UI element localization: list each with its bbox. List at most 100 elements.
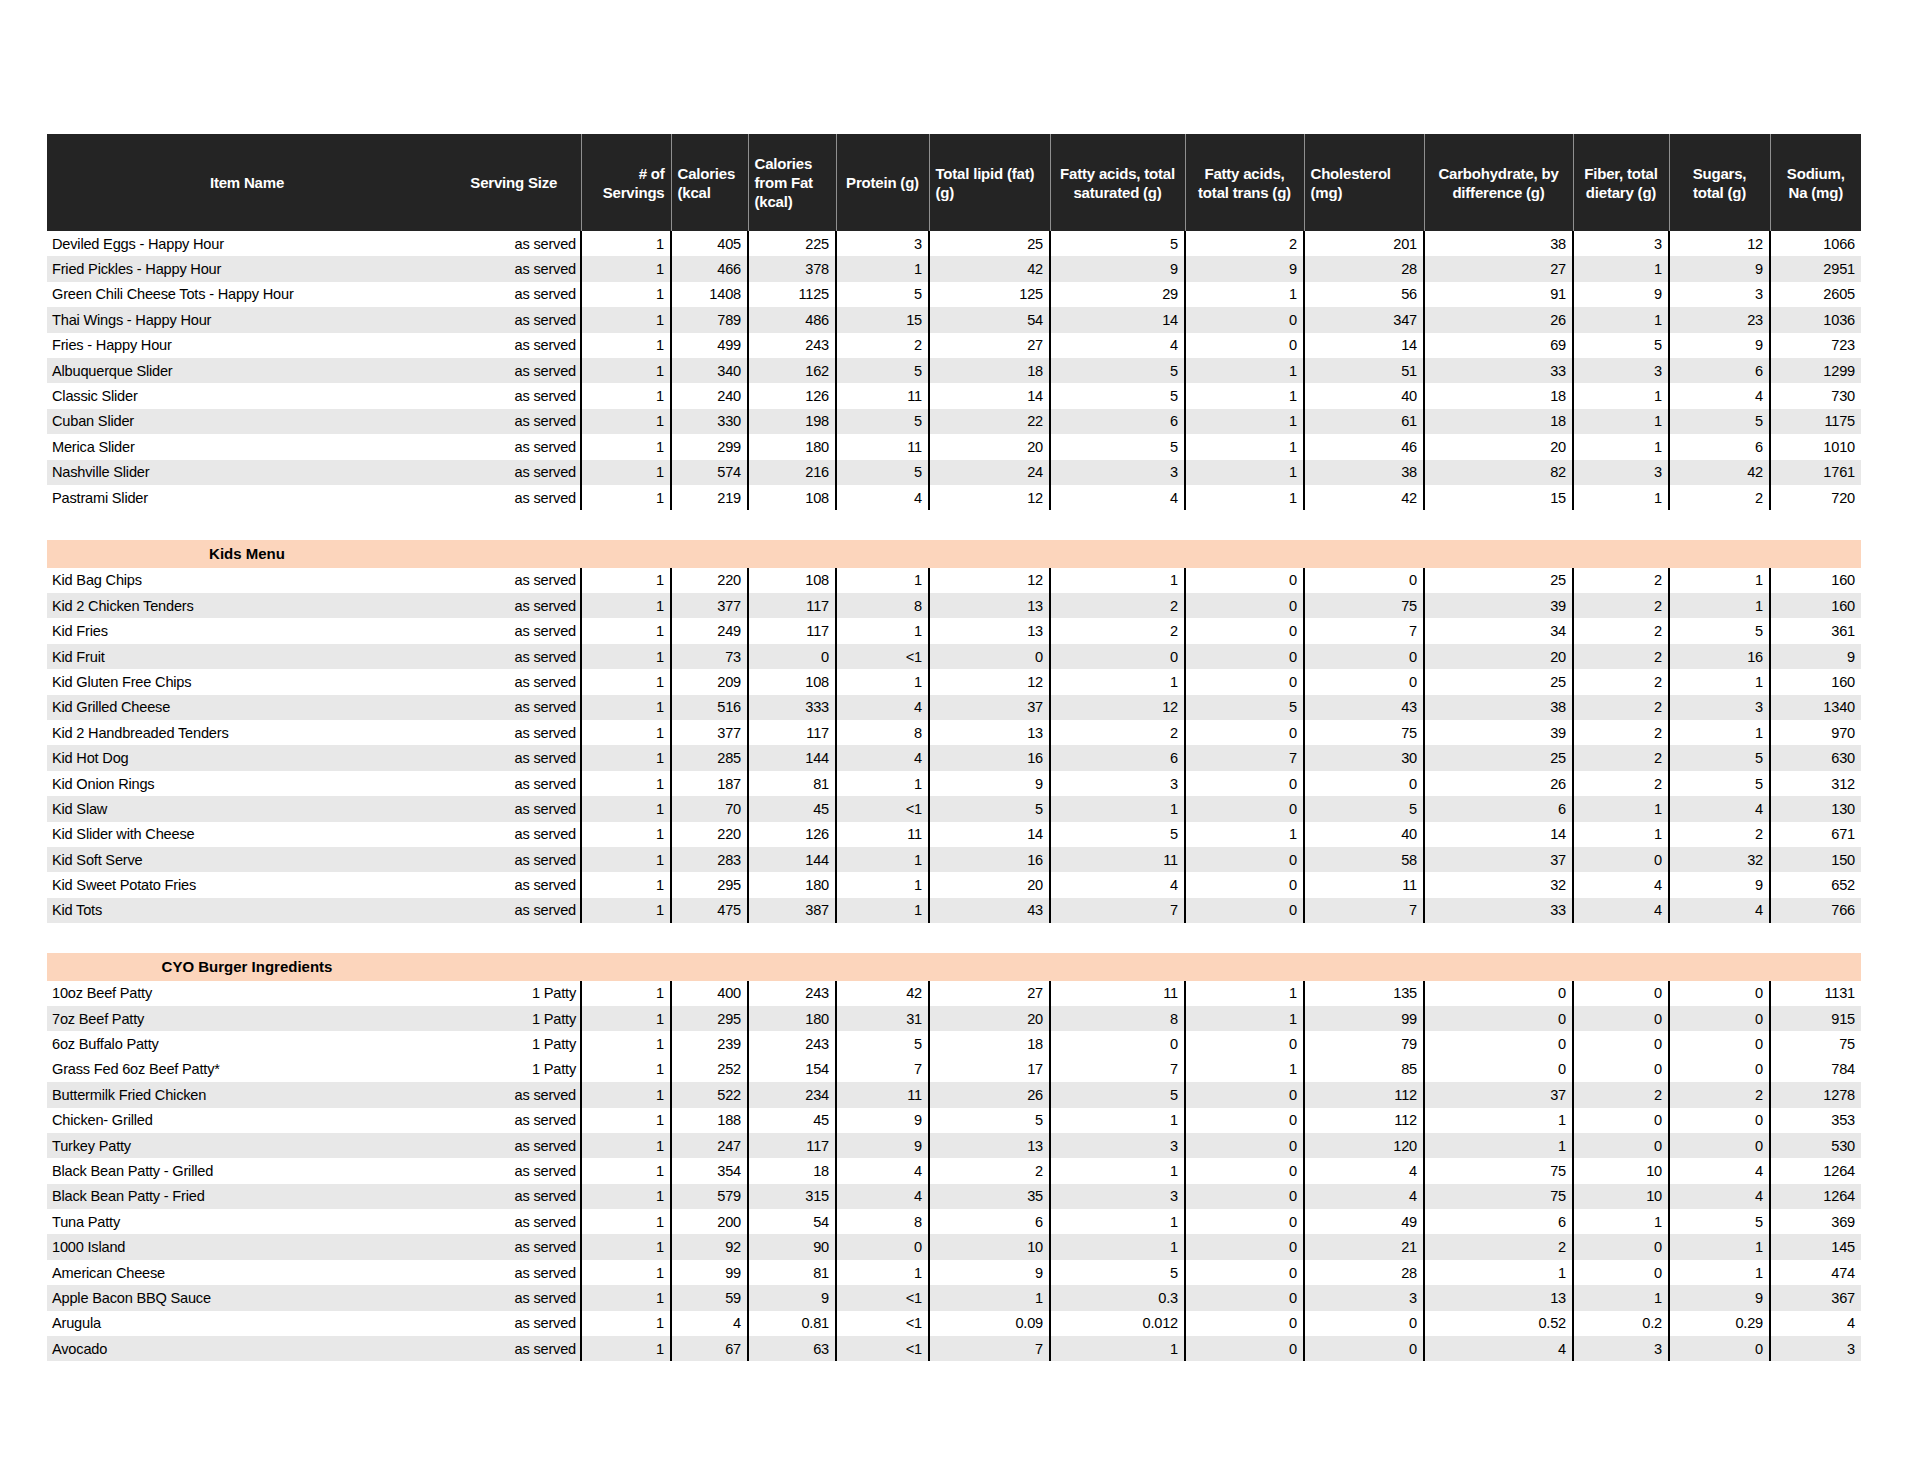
cell-fiber[interactable]: 1 xyxy=(1573,434,1669,459)
cell-sat_fat[interactable]: 3 xyxy=(1050,1133,1185,1158)
cell-sodium[interactable]: 1036 xyxy=(1770,307,1861,332)
cell-calories[interactable]: 252 xyxy=(671,1057,748,1082)
cell-serving_size[interactable]: as served xyxy=(447,307,581,332)
cell-sodium[interactable]: 474 xyxy=(1770,1260,1861,1285)
cell-calories[interactable]: 377 xyxy=(671,720,748,745)
cell-total_lipid[interactable]: 5 xyxy=(929,796,1050,821)
cell-protein[interactable]: 1 xyxy=(836,618,929,643)
cell-calories[interactable]: 220 xyxy=(671,568,748,593)
cell-sat_fat[interactable]: 5 xyxy=(1050,1082,1185,1107)
cell-sugars[interactable]: 0 xyxy=(1669,1108,1770,1133)
cell-total_lipid[interactable]: 9 xyxy=(929,1260,1050,1285)
cell-protein[interactable]: 42 xyxy=(836,981,929,1006)
cell-cholesterol[interactable]: 49 xyxy=(1304,1209,1424,1234)
cell-trans_fat[interactable]: 0 xyxy=(1185,1082,1304,1107)
cell-trans_fat[interactable]: 0 xyxy=(1185,618,1304,643)
cell-calories_from_fat[interactable]: 18 xyxy=(748,1158,836,1183)
cell-item[interactable]: Kid Sweet Potato Fries xyxy=(47,872,447,897)
cell-fiber[interactable]: 0 xyxy=(1573,1234,1669,1259)
cell-serving_size[interactable]: as served xyxy=(447,898,581,923)
cell-sodium[interactable]: 1175 xyxy=(1770,409,1861,434)
cell-sat_fat[interactable]: 0.3 xyxy=(1050,1285,1185,1310)
cell-servings[interactable]: 1 xyxy=(581,1260,671,1285)
cell-carbohydrate[interactable]: 13 xyxy=(1424,1285,1573,1310)
cell-calories_from_fat[interactable]: 378 xyxy=(748,256,836,281)
cell-servings[interactable]: 1 xyxy=(581,434,671,459)
cell-cholesterol[interactable]: 0 xyxy=(1304,1311,1424,1336)
cell-cholesterol[interactable]: 42 xyxy=(1304,485,1424,510)
cell-total_lipid[interactable]: 7 xyxy=(929,1336,1050,1361)
cell-servings[interactable]: 1 xyxy=(581,1311,671,1336)
cell-trans_fat[interactable]: 0 xyxy=(1185,669,1304,694)
cell-trans_fat[interactable]: 0 xyxy=(1185,1209,1304,1234)
cell-fiber[interactable]: 3 xyxy=(1573,358,1669,383)
cell-cholesterol[interactable]: 40 xyxy=(1304,383,1424,408)
cell-carbohydrate[interactable]: 0 xyxy=(1424,1006,1573,1031)
cell-protein[interactable]: 1 xyxy=(836,872,929,897)
cell-carbohydrate[interactable]: 1 xyxy=(1424,1133,1573,1158)
cell-serving_size[interactable]: as served xyxy=(447,720,581,745)
cell-serving_size[interactable]: as served xyxy=(447,669,581,694)
cell-calories[interactable]: 200 xyxy=(671,1209,748,1234)
cell-sodium[interactable]: 1264 xyxy=(1770,1158,1861,1183)
cell-sat_fat[interactable]: 5 xyxy=(1050,434,1185,459)
cell-sugars[interactable]: 16 xyxy=(1669,644,1770,669)
cell-carbohydrate[interactable]: 25 xyxy=(1424,568,1573,593)
cell-sodium[interactable]: 312 xyxy=(1770,771,1861,796)
cell-trans_fat[interactable]: 7 xyxy=(1185,745,1304,770)
cell-trans_fat[interactable]: 0 xyxy=(1185,796,1304,821)
cell-sat_fat[interactable]: 5 xyxy=(1050,358,1185,383)
cell-servings[interactable]: 1 xyxy=(581,409,671,434)
cell-calories_from_fat[interactable]: 117 xyxy=(748,720,836,745)
cell-fiber[interactable]: 4 xyxy=(1573,872,1669,897)
cell-calories[interactable]: 295 xyxy=(671,872,748,897)
cell-calories[interactable]: 340 xyxy=(671,358,748,383)
cell-item[interactable]: 10oz Beef Patty xyxy=(47,981,447,1006)
cell-sugars[interactable]: 5 xyxy=(1669,618,1770,643)
cell-protein[interactable]: 9 xyxy=(836,1108,929,1133)
cell-calories_from_fat[interactable]: 216 xyxy=(748,460,836,485)
cell-protein[interactable]: 8 xyxy=(836,593,929,618)
cell-trans_fat[interactable]: 0 xyxy=(1185,1031,1304,1056)
cell-servings[interactable]: 1 xyxy=(581,485,671,510)
cell-sat_fat[interactable]: 6 xyxy=(1050,409,1185,434)
cell-sodium[interactable]: 353 xyxy=(1770,1108,1861,1133)
cell-sugars[interactable]: 4 xyxy=(1669,383,1770,408)
header-protein[interactable]: Protein (g) xyxy=(836,134,929,231)
cell-trans_fat[interactable]: 0 xyxy=(1185,1260,1304,1285)
cell-carbohydrate[interactable]: 37 xyxy=(1424,847,1573,872)
cell-fiber[interactable]: 0 xyxy=(1573,1006,1669,1031)
cell-calories[interactable]: 516 xyxy=(671,695,748,720)
cell-trans_fat[interactable]: 1 xyxy=(1185,358,1304,383)
cell-cholesterol[interactable]: 0 xyxy=(1304,771,1424,796)
cell-item[interactable]: Kid Soft Serve xyxy=(47,847,447,872)
cell-cholesterol[interactable]: 112 xyxy=(1304,1108,1424,1133)
cell-servings[interactable]: 1 xyxy=(581,593,671,618)
cell-item[interactable]: Green Chili Cheese Tots - Happy Hour xyxy=(47,282,447,307)
cell-cholesterol[interactable]: 51 xyxy=(1304,358,1424,383)
cell-protein[interactable]: 5 xyxy=(836,358,929,383)
cell-calories_from_fat[interactable]: 108 xyxy=(748,568,836,593)
cell-sat_fat[interactable]: 12 xyxy=(1050,695,1185,720)
cell-sodium[interactable]: 130 xyxy=(1770,796,1861,821)
cell-item[interactable]: Avocado xyxy=(47,1336,447,1361)
cell-sugars[interactable]: 6 xyxy=(1669,358,1770,383)
cell-sodium[interactable]: 1761 xyxy=(1770,460,1861,485)
cell-serving_size[interactable]: as served xyxy=(447,593,581,618)
cell-sugars[interactable]: 2 xyxy=(1669,822,1770,847)
cell-total_lipid[interactable]: 35 xyxy=(929,1184,1050,1209)
cell-sat_fat[interactable]: 0 xyxy=(1050,1031,1185,1056)
cell-servings[interactable]: 1 xyxy=(581,1285,671,1310)
cell-calories_from_fat[interactable]: 243 xyxy=(748,333,836,358)
cell-total_lipid[interactable]: 54 xyxy=(929,307,1050,332)
cell-calories_from_fat[interactable]: 117 xyxy=(748,1133,836,1158)
cell-protein[interactable]: 31 xyxy=(836,1006,929,1031)
cell-servings[interactable]: 1 xyxy=(581,898,671,923)
cell-cholesterol[interactable]: 0 xyxy=(1304,1336,1424,1361)
cell-protein[interactable]: 8 xyxy=(836,1209,929,1234)
cell-serving_size[interactable]: as served xyxy=(447,231,581,256)
cell-serving_size[interactable]: as served xyxy=(447,256,581,281)
cell-serving_size[interactable]: as served xyxy=(447,1336,581,1361)
cell-trans_fat[interactable]: 0 xyxy=(1185,593,1304,618)
cell-protein[interactable]: <1 xyxy=(836,796,929,821)
